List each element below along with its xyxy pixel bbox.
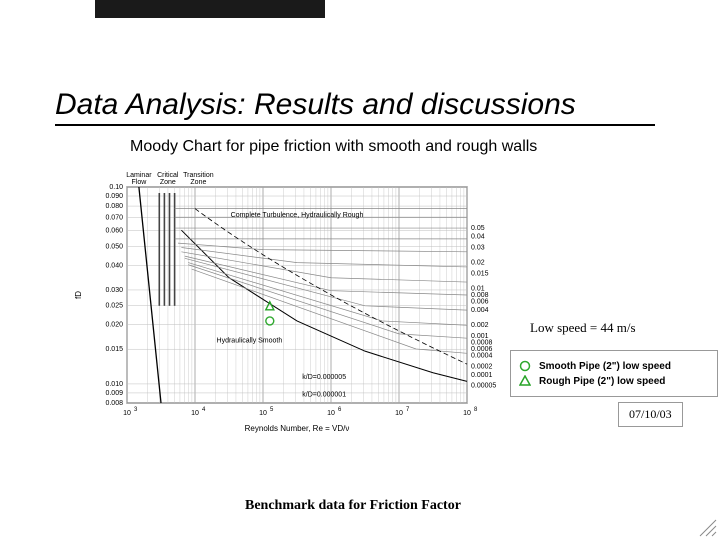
svg-text:0.040: 0.040 [105,262,123,269]
svg-text:Laminar: Laminar [126,172,152,179]
legend-label: Smooth Pipe (2") low speed [539,361,671,372]
svg-text:Complete Turbulence, Hydraulic: Complete Turbulence, Hydraulically Rough [231,212,364,219]
svg-text:Flow: Flow [132,179,148,186]
svg-text:0.10: 0.10 [109,184,123,191]
svg-text:10: 10 [259,410,267,417]
svg-text:0.070: 0.070 [105,215,123,222]
legend-item-rough: Rough Pipe (2") low speed [519,375,709,387]
svg-text:0.080: 0.080 [105,203,123,210]
svg-text:5: 5 [270,407,274,413]
svg-text:0.050: 0.050 [105,243,123,250]
svg-text:0.010: 0.010 [105,381,123,388]
svg-text:8: 8 [474,407,478,413]
svg-text:4: 4 [202,407,206,413]
svg-text:0.02: 0.02 [471,260,485,267]
svg-text:0.004: 0.004 [471,307,489,314]
svg-text:10: 10 [191,410,199,417]
page-subtitle: Moody Chart for pipe friction with smoot… [130,138,537,156]
svg-text:0.04: 0.04 [471,234,485,241]
svg-text:k/D=0.000005: k/D=0.000005 [302,374,346,381]
svg-text:0.020: 0.020 [105,322,123,329]
svg-text:0.008: 0.008 [105,400,123,407]
circle-icon [519,360,531,372]
legend-label: Rough Pipe (2") low speed [539,376,665,387]
top-accent-bar [95,0,325,18]
svg-text:k/D=0.000001: k/D=0.000001 [302,392,346,399]
svg-text:Reynolds Number, Re = VD/ν: Reynolds Number, Re = VD/ν [245,424,350,433]
svg-text:Transition: Transition [183,172,214,179]
svg-text:Zone: Zone [160,179,176,186]
svg-text:6: 6 [338,407,342,413]
svg-text:fD: fD [74,291,83,299]
svg-text:10: 10 [395,410,403,417]
svg-text:0.006: 0.006 [471,298,489,305]
svg-text:0.002: 0.002 [471,322,489,329]
svg-text:10: 10 [327,410,335,417]
triangle-icon [519,375,531,387]
svg-text:10: 10 [123,410,131,417]
legend-item-smooth: Smooth Pipe (2") low speed [519,360,709,372]
svg-text:3: 3 [134,407,138,413]
page-title: Data Analysis: Results and discussions [55,88,655,126]
svg-text:Zone: Zone [190,179,206,186]
moody-chart: 1031041051061071080.0100.0090.0080.0150.… [65,165,497,465]
speed-label: Low speed = 44 m/s [530,320,636,336]
svg-text:0.03: 0.03 [471,244,485,251]
svg-text:10: 10 [463,410,471,417]
chart-caption: Benchmark data for Friction Factor [245,498,461,514]
svg-text:0.060: 0.060 [105,228,123,235]
svg-text:0.025: 0.025 [105,303,123,310]
svg-text:0.00005: 0.00005 [471,383,496,390]
svg-text:0.05: 0.05 [471,225,485,232]
corner-notch-icon [696,516,718,538]
svg-text:Hydraulically Smooth: Hydraulically Smooth [217,338,283,345]
legend-box: Smooth Pipe (2") low speed Rough Pipe (2… [510,350,718,397]
svg-text:0.015: 0.015 [471,270,489,277]
svg-text:7: 7 [406,407,410,413]
svg-text:0.090: 0.090 [105,193,123,200]
svg-text:0.030: 0.030 [105,287,123,294]
svg-text:Critical: Critical [157,172,179,179]
date-box: 07/10/03 [618,402,683,427]
svg-text:0.0001: 0.0001 [471,372,493,379]
moody-chart-svg: 1031041051061071080.0100.0090.0080.0150.… [65,165,497,465]
svg-text:0.009: 0.009 [105,390,123,397]
svg-text:0.0004: 0.0004 [471,352,493,359]
svg-text:0.015: 0.015 [105,346,123,353]
svg-text:0.0002: 0.0002 [471,363,493,370]
